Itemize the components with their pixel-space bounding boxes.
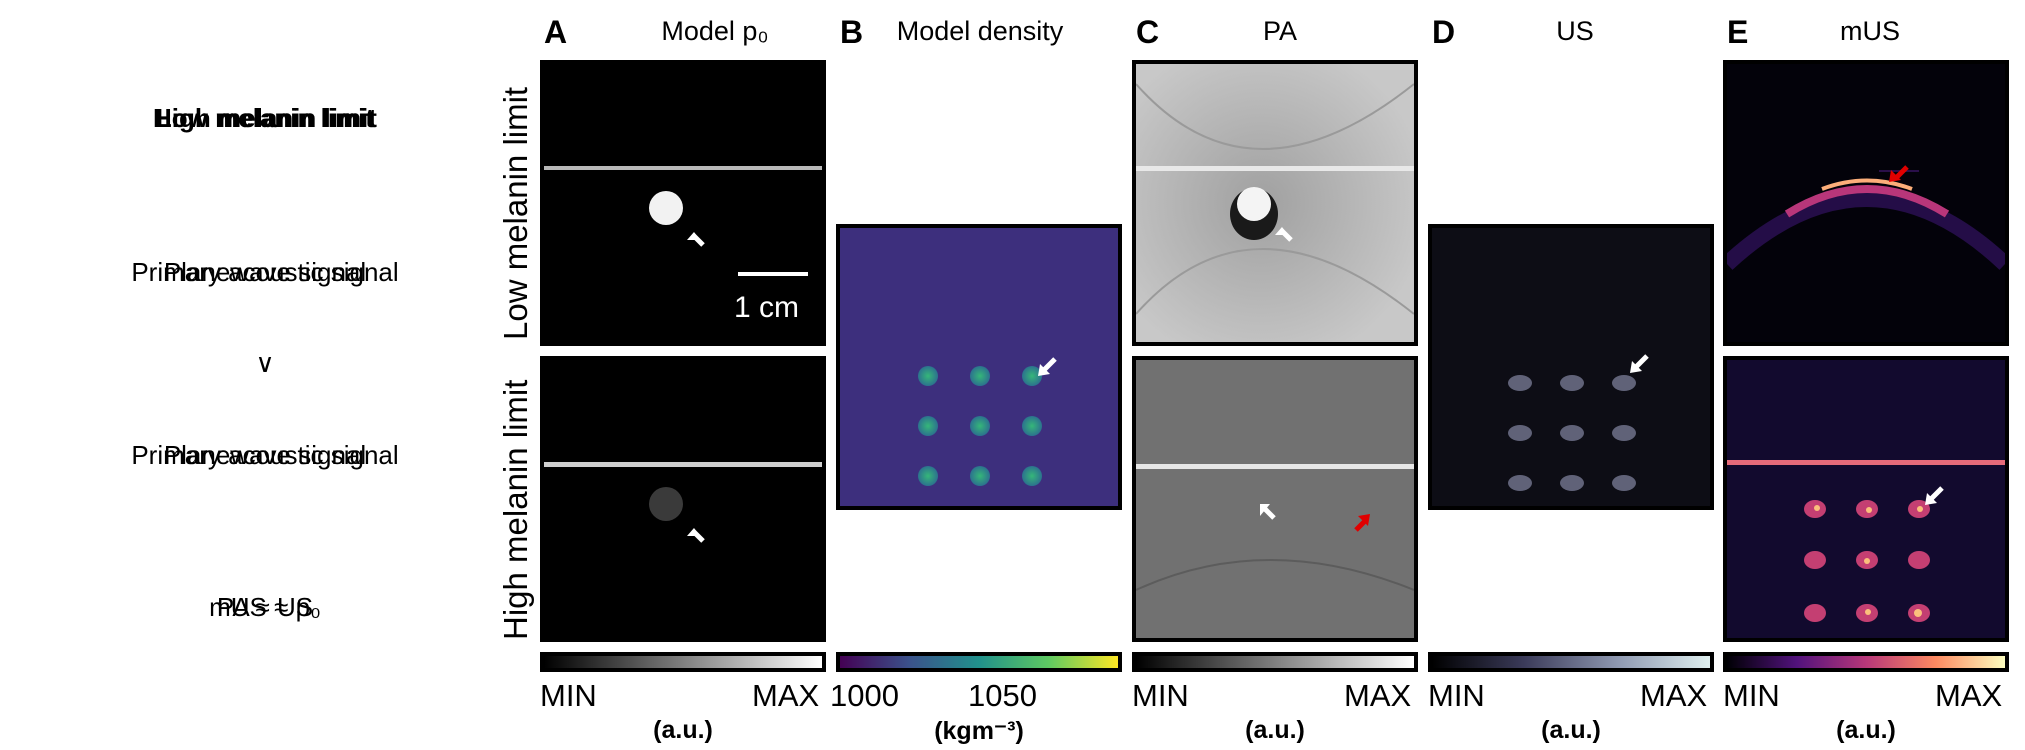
panel-letter-a: A	[544, 14, 568, 50]
cbar-e-max: MAX	[1935, 678, 2003, 713]
legend-line4-b: PA ≈ US	[216, 592, 314, 622]
panel-c-bottom-image	[1132, 356, 1418, 642]
panel-c-top-image	[1132, 60, 1418, 346]
panel-title-d: US	[1556, 16, 1594, 46]
cbar-a-max: MAX	[752, 678, 820, 713]
colorbar-d	[1428, 652, 1714, 672]
panel-d-graphic	[1432, 228, 1710, 506]
cbar-e-min: MIN	[1723, 678, 1780, 713]
panel-d-image	[1428, 224, 1714, 510]
panel-a-top-graphic: 1 cm	[544, 166, 822, 324]
legend-line3-a: Primary acoustic signal	[131, 440, 399, 470]
panel-e-bottom-graphic	[1727, 360, 2005, 638]
cbar-c-max: MAX	[1344, 678, 1412, 713]
legend-line2-b: Planewave signal	[163, 257, 367, 287]
panel-letter-e: E	[1727, 14, 1749, 50]
legend-line1-b: Low melanin limit	[155, 103, 375, 133]
unit-d: (a.u.)	[1541, 716, 1601, 744]
row-label-top: Low melanin limit	[497, 86, 534, 340]
panel-c-top-graphic	[1136, 64, 1414, 342]
scalebar-label: 1 cm	[734, 291, 799, 324]
colorbar-a	[540, 652, 826, 672]
panel-letter-b: B	[840, 14, 864, 50]
row-label-bottom: High melanin limit	[497, 379, 534, 640]
panel-a-top-image: 1 cm	[540, 60, 826, 346]
panel-e-top-graphic	[1727, 64, 2005, 342]
unit-e: (a.u.)	[1836, 716, 1896, 744]
colorbar-b	[836, 652, 1122, 672]
panel-letter-d: D	[1432, 14, 1456, 50]
panel-a-bottom-image	[540, 356, 826, 642]
cbar-d-min: MIN	[1428, 678, 1485, 713]
legend-line1-a: High melanin limit	[153, 103, 377, 133]
panel-e-bottom-image	[1723, 356, 2009, 642]
panel-title-b: Model density	[896, 16, 1064, 46]
unit-c: (a.u.)	[1245, 716, 1305, 744]
panel-e-top-image	[1723, 60, 2009, 346]
panel-title-c: PA	[1262, 16, 1297, 46]
panel-b-image	[836, 224, 1122, 510]
cbar-a-min: MIN	[540, 678, 597, 713]
panel-title-e: mUS	[1840, 16, 1900, 46]
panel-title-a: Model p₀	[661, 16, 769, 46]
cbar-c-min: MIN	[1132, 678, 1189, 713]
colorbar-c	[1132, 652, 1418, 672]
legend-line3-b: Planewave signal	[163, 440, 367, 470]
colorbar-e	[1723, 652, 2009, 672]
legend-line4-a: mUS ≈ p₀	[209, 592, 321, 622]
unit-a: (a.u.)	[653, 716, 713, 744]
cbar-d-max: MAX	[1640, 678, 1708, 713]
cbar-b-max: 1050	[968, 678, 1037, 713]
cbar-b-min: 1000	[830, 678, 899, 713]
unit-b: (kgm⁻³)	[934, 717, 1024, 745]
panel-a-bottom-graphic	[544, 462, 822, 543]
panel-b-graphic	[840, 228, 1118, 506]
legend-line2-a: Primary acoustic signal	[131, 257, 399, 287]
panel-letter-c: C	[1136, 14, 1160, 50]
legend-symbol: ∨	[255, 348, 275, 378]
panel-c-bottom-graphic	[1136, 360, 1414, 638]
